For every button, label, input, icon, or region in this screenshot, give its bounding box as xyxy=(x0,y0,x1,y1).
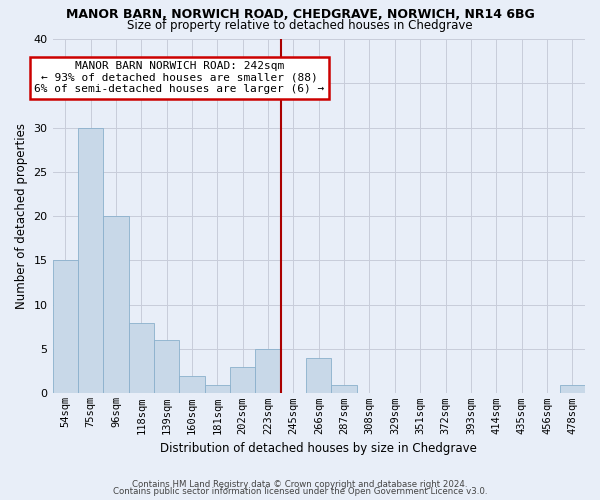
Text: MANOR BARN, NORWICH ROAD, CHEDGRAVE, NORWICH, NR14 6BG: MANOR BARN, NORWICH ROAD, CHEDGRAVE, NOR… xyxy=(65,8,535,20)
Y-axis label: Number of detached properties: Number of detached properties xyxy=(15,123,28,309)
Bar xyxy=(78,128,103,394)
X-axis label: Distribution of detached houses by size in Chedgrave: Distribution of detached houses by size … xyxy=(160,442,477,455)
Bar xyxy=(103,216,128,394)
Bar xyxy=(179,376,205,394)
Bar xyxy=(331,384,357,394)
Bar xyxy=(53,260,78,394)
Text: Contains public sector information licensed under the Open Government Licence v3: Contains public sector information licen… xyxy=(113,487,487,496)
Text: Contains HM Land Registry data © Crown copyright and database right 2024.: Contains HM Land Registry data © Crown c… xyxy=(132,480,468,489)
Bar xyxy=(256,349,281,394)
Bar xyxy=(205,384,230,394)
Bar xyxy=(128,322,154,394)
Bar xyxy=(154,340,179,394)
Text: MANOR BARN NORWICH ROAD: 242sqm
← 93% of detached houses are smaller (88)
6% of : MANOR BARN NORWICH ROAD: 242sqm ← 93% of… xyxy=(34,61,325,94)
Bar xyxy=(306,358,331,394)
Bar xyxy=(230,367,256,394)
Text: Size of property relative to detached houses in Chedgrave: Size of property relative to detached ho… xyxy=(127,18,473,32)
Bar xyxy=(560,384,585,394)
